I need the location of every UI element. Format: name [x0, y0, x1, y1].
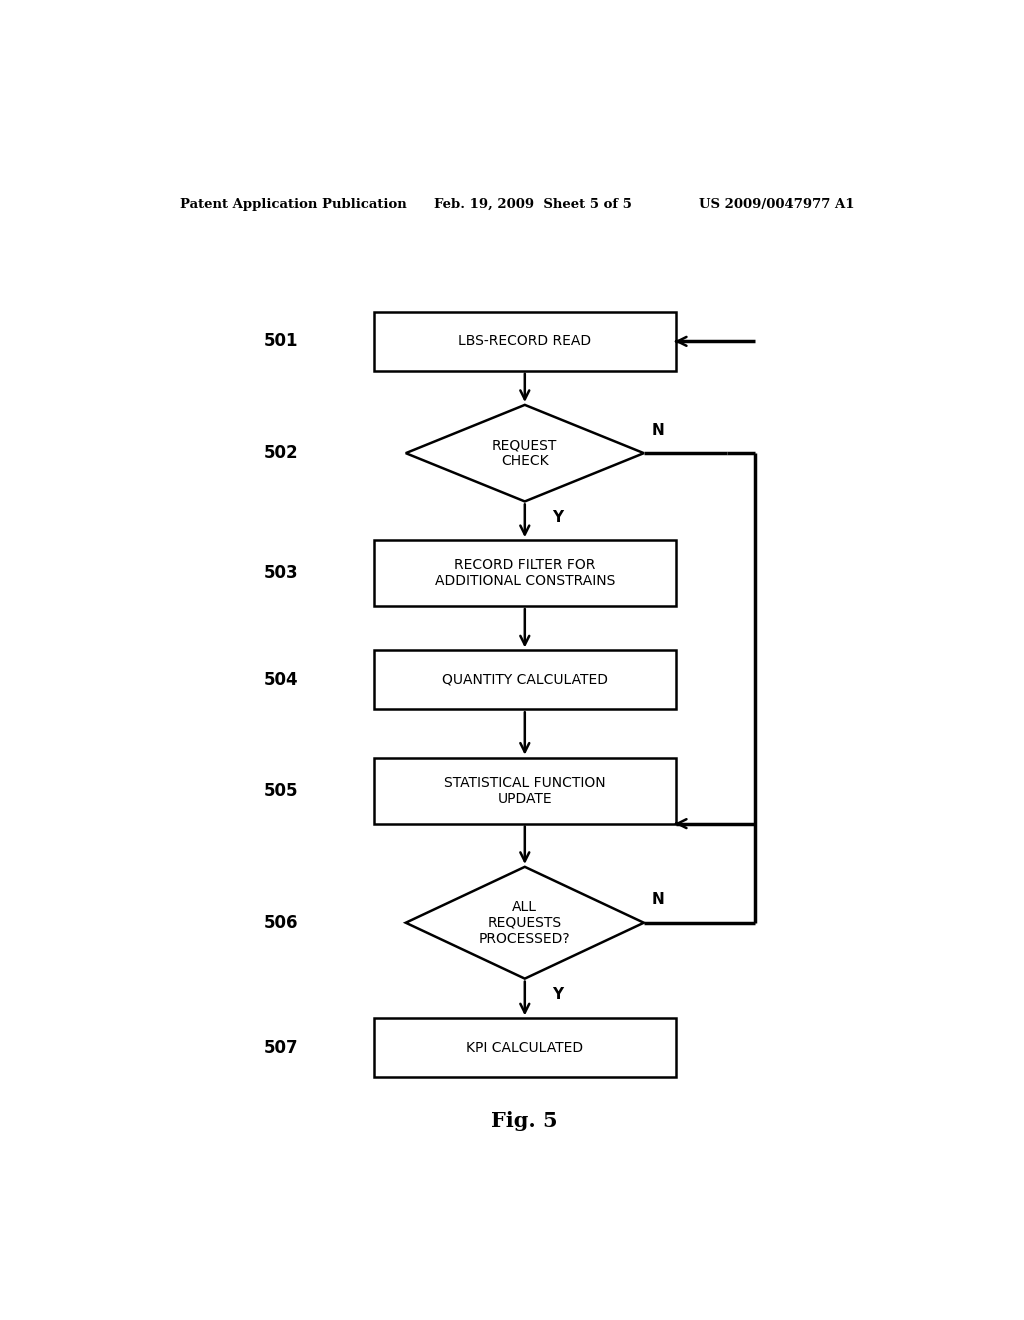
Text: ALL
REQUESTS
PROCESSED?: ALL REQUESTS PROCESSED? — [479, 899, 570, 946]
Polygon shape — [406, 867, 644, 978]
Text: N: N — [652, 892, 665, 907]
FancyBboxPatch shape — [374, 758, 676, 824]
Text: RECORD FILTER FOR
ADDITIONAL CONSTRAINS: RECORD FILTER FOR ADDITIONAL CONSTRAINS — [434, 558, 615, 589]
Text: Y: Y — [553, 510, 563, 524]
Text: QUANTITY CALCULATED: QUANTITY CALCULATED — [441, 673, 608, 686]
Text: 502: 502 — [264, 444, 299, 462]
Text: Fig. 5: Fig. 5 — [492, 1111, 558, 1131]
Text: 505: 505 — [264, 781, 299, 800]
Text: 506: 506 — [264, 913, 299, 932]
FancyBboxPatch shape — [374, 540, 676, 606]
FancyBboxPatch shape — [374, 1018, 676, 1077]
FancyBboxPatch shape — [374, 312, 676, 371]
Text: LBS-RECORD READ: LBS-RECORD READ — [458, 334, 592, 348]
FancyBboxPatch shape — [374, 651, 676, 709]
Text: 501: 501 — [264, 333, 299, 350]
Text: Y: Y — [553, 987, 563, 1002]
Text: 504: 504 — [264, 671, 299, 689]
Text: STATISTICAL FUNCTION
UPDATE: STATISTICAL FUNCTION UPDATE — [444, 776, 605, 805]
Text: US 2009/0047977 A1: US 2009/0047977 A1 — [699, 198, 855, 211]
Text: Feb. 19, 2009  Sheet 5 of 5: Feb. 19, 2009 Sheet 5 of 5 — [433, 198, 632, 211]
Text: 507: 507 — [264, 1039, 299, 1057]
Text: Patent Application Publication: Patent Application Publication — [179, 198, 407, 211]
Polygon shape — [406, 405, 644, 502]
Text: REQUEST
CHECK: REQUEST CHECK — [493, 438, 557, 469]
Text: N: N — [652, 422, 665, 438]
Text: KPI CALCULATED: KPI CALCULATED — [466, 1040, 584, 1055]
Text: 503: 503 — [264, 564, 299, 582]
